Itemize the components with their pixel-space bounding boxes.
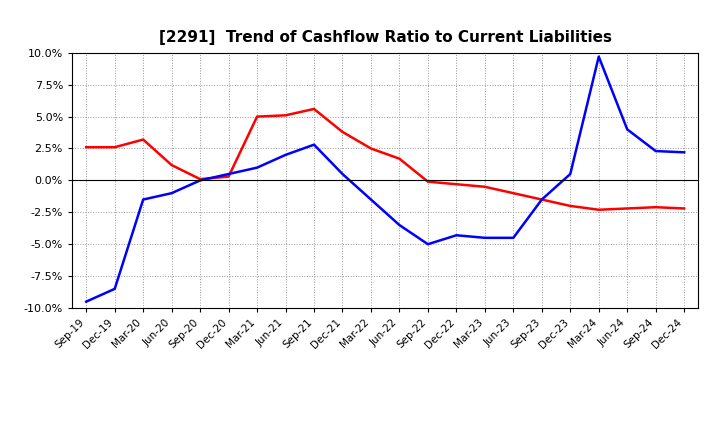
Operating CF to Current Liabilities [310, 106, 318, 112]
Free CF to Current Liabilities [623, 127, 631, 132]
Operating CF to Current Liabilities [509, 191, 518, 196]
Operating CF to Current Liabilities [282, 113, 290, 118]
Operating CF to Current Liabilities [395, 156, 404, 161]
Free CF to Current Liabilities [395, 223, 404, 228]
Free CF to Current Liabilities [82, 299, 91, 304]
Free CF to Current Liabilities [566, 171, 575, 176]
Free CF to Current Liabilities [110, 286, 119, 292]
Operating CF to Current Liabilities [366, 146, 375, 151]
Operating CF to Current Liabilities [110, 145, 119, 150]
Free CF to Current Liabilities [196, 178, 204, 183]
Free CF to Current Liabilities [310, 142, 318, 147]
Operating CF to Current Liabilities [423, 179, 432, 184]
Operating CF to Current Liabilities [196, 176, 204, 182]
Free CF to Current Liabilities [680, 150, 688, 155]
Operating CF to Current Liabilities [225, 174, 233, 179]
Free CF to Current Liabilities [253, 165, 261, 170]
Free CF to Current Liabilities [282, 152, 290, 158]
Line: Operating CF to Current Liabilities: Operating CF to Current Liabilities [86, 109, 684, 210]
Operating CF to Current Liabilities [452, 182, 461, 187]
Title: [2291]  Trend of Cashflow Ratio to Current Liabilities: [2291] Trend of Cashflow Ratio to Curren… [158, 29, 612, 45]
Operating CF to Current Liabilities [167, 162, 176, 168]
Free CF to Current Liabilities [537, 197, 546, 202]
Operating CF to Current Liabilities [82, 145, 91, 150]
Operating CF to Current Liabilities [652, 205, 660, 210]
Free CF to Current Liabilities [167, 191, 176, 196]
Operating CF to Current Liabilities [139, 137, 148, 142]
Free CF to Current Liabilities [652, 148, 660, 154]
Free CF to Current Liabilities [366, 197, 375, 202]
Operating CF to Current Liabilities [623, 206, 631, 211]
Operating CF to Current Liabilities [480, 184, 489, 189]
Operating CF to Current Liabilities [537, 197, 546, 202]
Line: Free CF to Current Liabilities: Free CF to Current Liabilities [86, 57, 684, 302]
Free CF to Current Liabilities [423, 242, 432, 247]
Free CF to Current Liabilities [480, 235, 489, 240]
Free CF to Current Liabilities [452, 233, 461, 238]
Free CF to Current Liabilities [225, 171, 233, 176]
Free CF to Current Liabilities [509, 235, 518, 240]
Free CF to Current Liabilities [139, 197, 148, 202]
Free CF to Current Liabilities [595, 54, 603, 59]
Operating CF to Current Liabilities [680, 206, 688, 211]
Operating CF to Current Liabilities [566, 203, 575, 209]
Free CF to Current Liabilities [338, 171, 347, 176]
Operating CF to Current Liabilities [253, 114, 261, 119]
Operating CF to Current Liabilities [595, 207, 603, 213]
Operating CF to Current Liabilities [338, 129, 347, 135]
